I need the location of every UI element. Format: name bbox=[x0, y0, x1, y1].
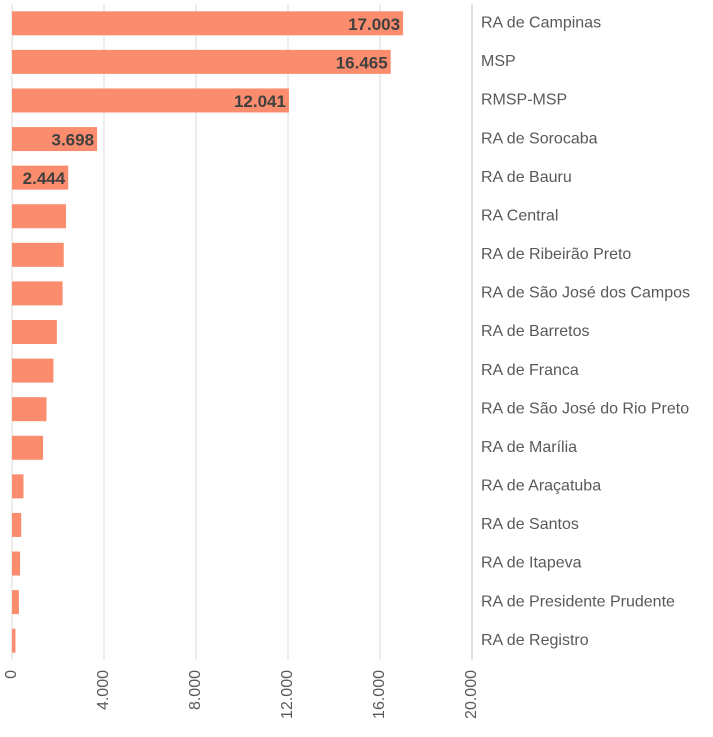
value-label: 2.444 bbox=[23, 169, 66, 188]
category-label: RA de Santos bbox=[481, 516, 579, 533]
category-label: RA Central bbox=[481, 207, 558, 224]
x-tick-label: 8.000 bbox=[187, 670, 204, 710]
bar bbox=[12, 628, 16, 653]
bar bbox=[12, 281, 63, 306]
category-label: RA de Sorocaba bbox=[481, 130, 598, 147]
x-tick-label: 16.000 bbox=[371, 670, 388, 719]
bar bbox=[12, 358, 54, 383]
value-label: 12.041 bbox=[234, 92, 286, 111]
category-label: RA de Franca bbox=[481, 362, 579, 379]
bar bbox=[12, 474, 24, 499]
x-tick-label: 0 bbox=[3, 670, 20, 679]
category-label: RA de São José dos Campos bbox=[481, 285, 690, 302]
category-label: RA de São José do Rio Preto bbox=[481, 400, 689, 417]
bar bbox=[12, 49, 391, 74]
bar bbox=[12, 435, 44, 460]
value-label: 3.698 bbox=[52, 131, 95, 150]
value-label: 17.003 bbox=[348, 15, 400, 34]
category-label: RA de Presidente Prudente bbox=[481, 593, 675, 610]
bar bbox=[12, 88, 289, 113]
bar bbox=[12, 397, 47, 422]
category-label: RA de Marília bbox=[481, 439, 577, 456]
category-label: RA de Araçatuba bbox=[481, 478, 601, 495]
category-label: RMSP-MSP bbox=[481, 92, 567, 109]
bar bbox=[12, 11, 404, 36]
category-label: RA de Ribeirão Preto bbox=[481, 246, 631, 263]
category-label: MSP bbox=[481, 53, 516, 70]
category-label: RA de Bauru bbox=[481, 169, 572, 186]
bar bbox=[12, 204, 67, 229]
bar bbox=[12, 165, 69, 190]
x-tick-label: 20.000 bbox=[463, 670, 480, 719]
bar bbox=[12, 242, 64, 267]
category-label: RA de Itapeva bbox=[481, 555, 582, 572]
x-tick-label: 4.000 bbox=[95, 670, 112, 710]
category-label: RA de Barretos bbox=[481, 323, 590, 340]
bar bbox=[12, 590, 19, 615]
category-label: RA de Registro bbox=[481, 632, 589, 649]
bar bbox=[12, 320, 57, 344]
bar bbox=[12, 127, 98, 152]
bar bbox=[12, 512, 22, 537]
bar bbox=[12, 551, 21, 576]
category-label: RA de Campinas bbox=[481, 15, 601, 32]
value-label: 16.465 bbox=[336, 53, 388, 72]
x-tick-label: 12.000 bbox=[279, 670, 296, 719]
